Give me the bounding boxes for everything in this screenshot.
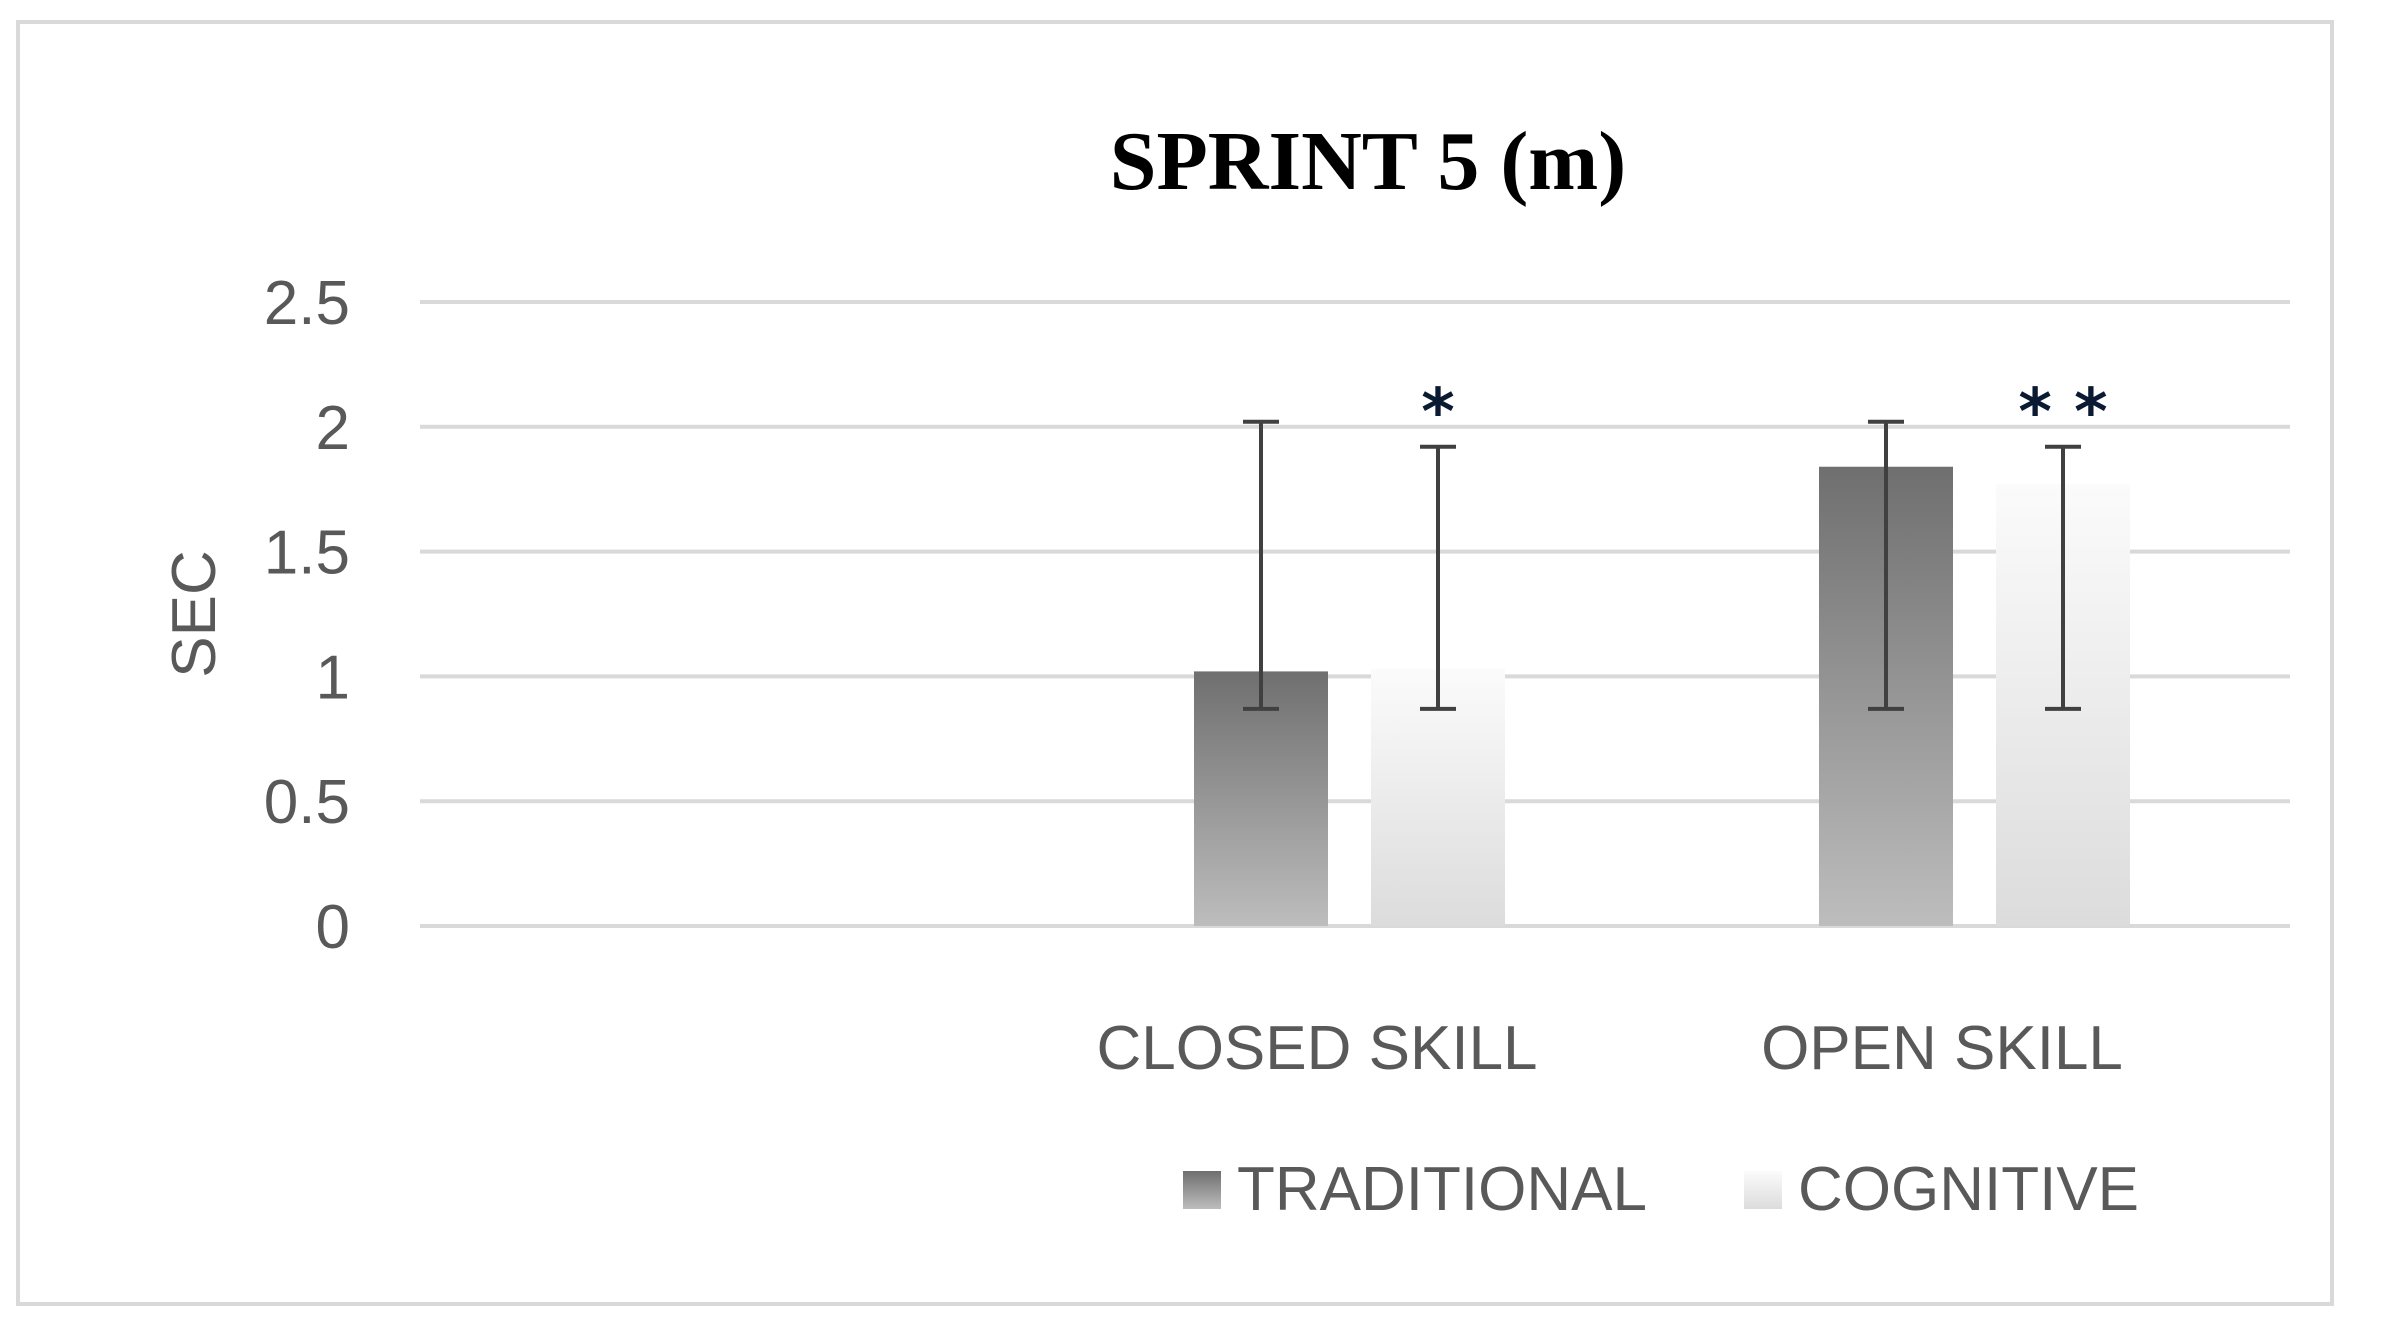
y-tick-label: 0 (316, 893, 350, 962)
significance-annotations: * * * (1421, 376, 2107, 450)
significance-marker: * (1421, 376, 1454, 450)
bar-traditional-closed-skill (1194, 671, 1328, 926)
legend-swatch-cognitive (1744, 1171, 1782, 1209)
chart-frame: SPRINT 5 (m) SEC 0 0.5 1 1.5 2 2.5 * * * CLOSE… (16, 20, 2334, 1306)
y-tick-labels: 0 0.5 1 1.5 2 2.5 (264, 269, 350, 962)
significance-marker: * * (2018, 376, 2107, 450)
grid-layer (420, 300, 2290, 928)
chart-svg: SPRINT 5 (m) SEC 0 0.5 1 1.5 2 2.5 * * * CLOSE… (160, 115, 2290, 1224)
y-tick-label: 1.5 (264, 519, 350, 588)
error-bar-layer (1243, 419, 2081, 711)
y-tick-label: 0.5 (264, 768, 350, 837)
category-label: CLOSED SKILL (1096, 1014, 1537, 1083)
y-tick-label: 1 (316, 643, 350, 712)
bar-cognitive-closed-skill (1371, 668, 1505, 926)
chart-title: SPRINT 5 (m) (1110, 115, 1626, 208)
legend-label-cognitive: COGNITIVE (1798, 1155, 2139, 1224)
category-label: OPEN SKILL (1761, 1014, 2123, 1083)
y-tick-label: 2 (316, 394, 350, 463)
legend-swatch-traditional (1183, 1171, 1221, 1209)
legend-label-traditional: TRADITIONAL (1237, 1155, 1647, 1224)
y-tick-label: 2.5 (264, 269, 350, 338)
x-category-labels: CLOSED SKILL OPEN SKILL (1096, 1014, 2122, 1083)
bar-layer (1194, 466, 2130, 926)
y-axis-title: SEC (160, 550, 229, 677)
legend: TRADITIONAL COGNITIVE (1183, 1155, 2139, 1224)
